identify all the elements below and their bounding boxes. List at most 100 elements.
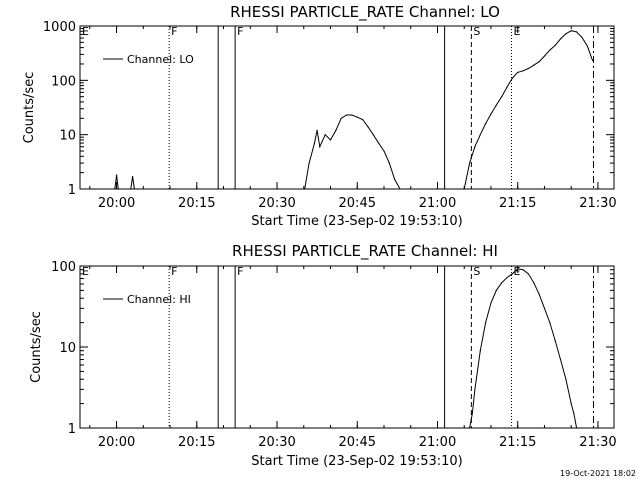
data-point bbox=[362, 118, 364, 121]
data-point bbox=[329, 139, 332, 141]
data-point bbox=[549, 49, 551, 51]
data-point bbox=[495, 104, 497, 106]
x-tick-label: 21:30 bbox=[579, 435, 616, 450]
x-tick-label: 20:30 bbox=[258, 196, 295, 211]
data-point bbox=[345, 114, 348, 116]
data-point bbox=[565, 378, 567, 380]
data-point bbox=[399, 188, 401, 190]
x-tick-label: 21:15 bbox=[499, 196, 536, 211]
y-tick-label: 10 bbox=[59, 129, 76, 144]
data-point bbox=[592, 60, 594, 62]
data-point bbox=[474, 388, 476, 390]
event-marker-label: F bbox=[237, 25, 243, 38]
data-point bbox=[495, 289, 497, 291]
data-point bbox=[511, 273, 513, 275]
data-point bbox=[479, 350, 481, 352]
data-point bbox=[501, 282, 503, 284]
data-point bbox=[367, 126, 369, 128]
data-point bbox=[554, 44, 556, 46]
chart-panel-lo: RHESSI PARTICLE_RATE Channel: LO Start Ti… bbox=[22, 3, 617, 229]
event-marker-label: F bbox=[171, 265, 177, 278]
data-point bbox=[543, 307, 546, 309]
event-marker-label: F bbox=[171, 25, 177, 38]
data-point bbox=[316, 129, 318, 131]
data-point bbox=[511, 77, 513, 79]
data-point bbox=[485, 122, 487, 125]
y-tick-label: 100 bbox=[51, 260, 76, 275]
data-point bbox=[522, 70, 524, 72]
data-point bbox=[538, 61, 540, 63]
data-point bbox=[335, 129, 337, 131]
data-point bbox=[490, 302, 492, 304]
x-tick-label: 21:15 bbox=[499, 435, 536, 450]
data-point bbox=[570, 30, 572, 32]
x-tick-label: 20:45 bbox=[339, 435, 376, 450]
data-point bbox=[356, 116, 358, 118]
data-point bbox=[133, 188, 135, 190]
y-tick-label: 100 bbox=[51, 74, 76, 89]
data-point bbox=[394, 178, 396, 181]
data-point bbox=[506, 276, 508, 279]
data-point bbox=[378, 142, 380, 144]
event-marker-label: E bbox=[513, 265, 520, 278]
data-point bbox=[114, 188, 116, 190]
data-point bbox=[538, 293, 540, 295]
legend-label: Channel: LO bbox=[127, 53, 194, 66]
data-point bbox=[340, 117, 342, 119]
data-point bbox=[485, 322, 487, 324]
x-tick-label: 20:00 bbox=[98, 435, 135, 450]
y-tick-label: 10 bbox=[59, 341, 76, 356]
data-point bbox=[463, 188, 465, 190]
data-point bbox=[313, 142, 316, 144]
y-axis-label: Counts/sec bbox=[22, 72, 37, 144]
data-point bbox=[543, 55, 546, 57]
y-tick-label: 1000 bbox=[43, 20, 76, 35]
data-point bbox=[559, 358, 562, 361]
x-tick-label: 20:30 bbox=[258, 435, 295, 450]
data-point bbox=[527, 67, 530, 70]
x-tick-label: 20:15 bbox=[178, 196, 215, 211]
chart-panel-hi: RHESSI PARTICLE_RATE Channel: HI Start Ti… bbox=[29, 242, 617, 469]
data-point bbox=[490, 113, 492, 115]
data-point bbox=[115, 174, 118, 176]
data-point bbox=[575, 31, 578, 33]
chart-title: RHESSI PARTICLE_RATE Channel: HI bbox=[232, 242, 498, 261]
data-point bbox=[575, 427, 578, 429]
x-tick-label: 20:15 bbox=[178, 435, 215, 450]
data-point bbox=[324, 134, 326, 136]
data-point bbox=[131, 175, 134, 178]
data-point bbox=[522, 269, 524, 271]
x-tick-label: 21:00 bbox=[419, 196, 456, 211]
event-marker-label: S bbox=[473, 25, 480, 38]
data-point bbox=[517, 71, 519, 73]
data-point bbox=[586, 45, 588, 47]
data-point bbox=[304, 188, 306, 190]
data-point bbox=[573, 413, 575, 415]
data-point bbox=[388, 162, 390, 164]
event-marker-label: E bbox=[82, 265, 89, 278]
data-point bbox=[308, 162, 310, 164]
x-tick-label: 20:45 bbox=[339, 196, 376, 211]
data-point bbox=[468, 162, 471, 164]
legend-label: Channel: HI bbox=[127, 293, 191, 306]
data-point bbox=[319, 146, 321, 148]
y-tick-label: 1 bbox=[68, 183, 76, 198]
x-tick-label: 21:00 bbox=[419, 435, 456, 450]
data-point bbox=[501, 96, 503, 98]
event-marker-label: S bbox=[473, 265, 480, 278]
data-point bbox=[549, 322, 551, 324]
data-point bbox=[130, 188, 132, 190]
data-point bbox=[533, 282, 535, 284]
x-tick-label: 21:30 bbox=[579, 196, 616, 211]
footer-timestamp: 19-Oct-2021 18:02 bbox=[560, 469, 636, 478]
data-point bbox=[351, 114, 353, 116]
data-point bbox=[479, 134, 481, 136]
data-point bbox=[372, 134, 374, 136]
x-axis-label: Start Time (23-Sep-02 19:53:10) bbox=[251, 214, 462, 229]
data-point bbox=[474, 146, 476, 148]
data-point bbox=[468, 427, 471, 429]
data-point bbox=[565, 33, 567, 35]
event-marker-label: F bbox=[237, 265, 243, 278]
